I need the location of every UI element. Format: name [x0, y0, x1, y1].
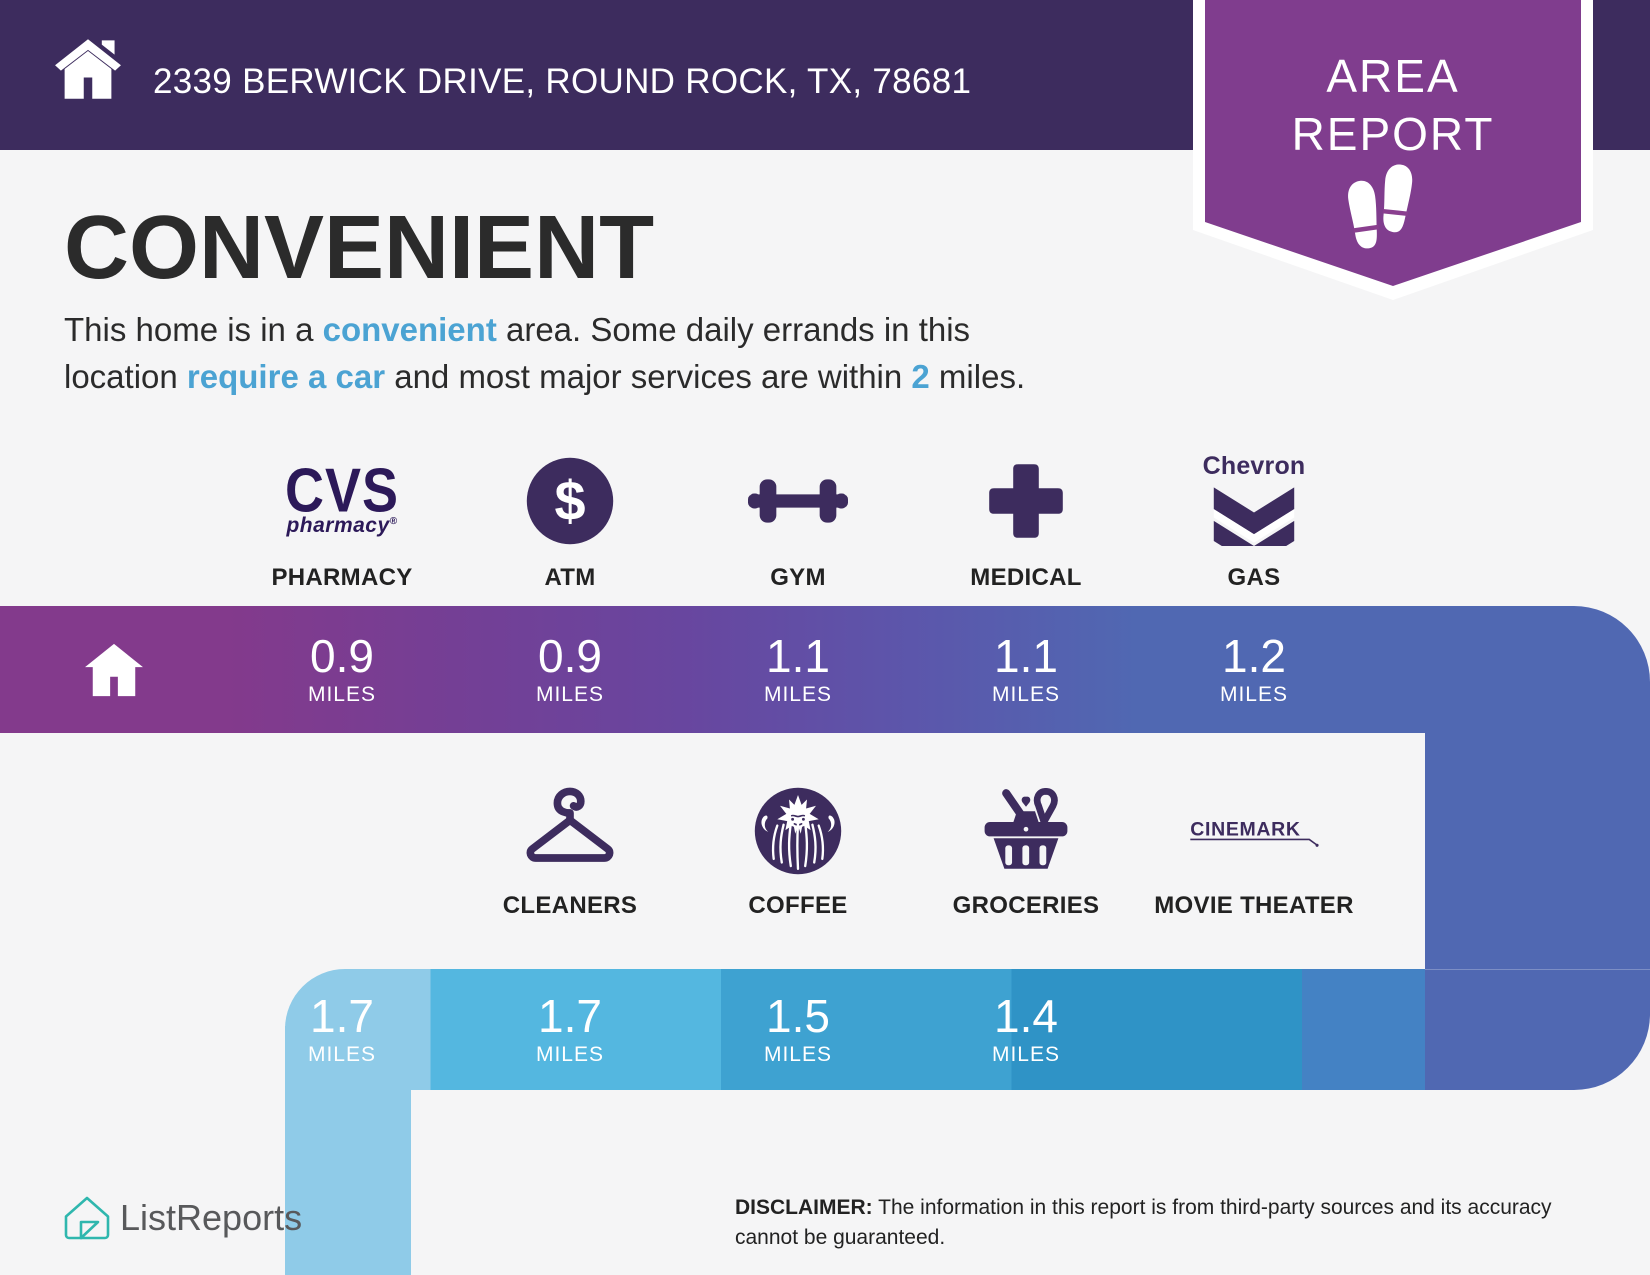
svg-text:AREA: AREA	[1326, 50, 1459, 102]
svg-text:CINEMARK: CINEMARK	[1190, 819, 1300, 841]
svg-text:$: $	[554, 469, 585, 532]
svg-text:REPORT: REPORT	[1292, 108, 1495, 160]
